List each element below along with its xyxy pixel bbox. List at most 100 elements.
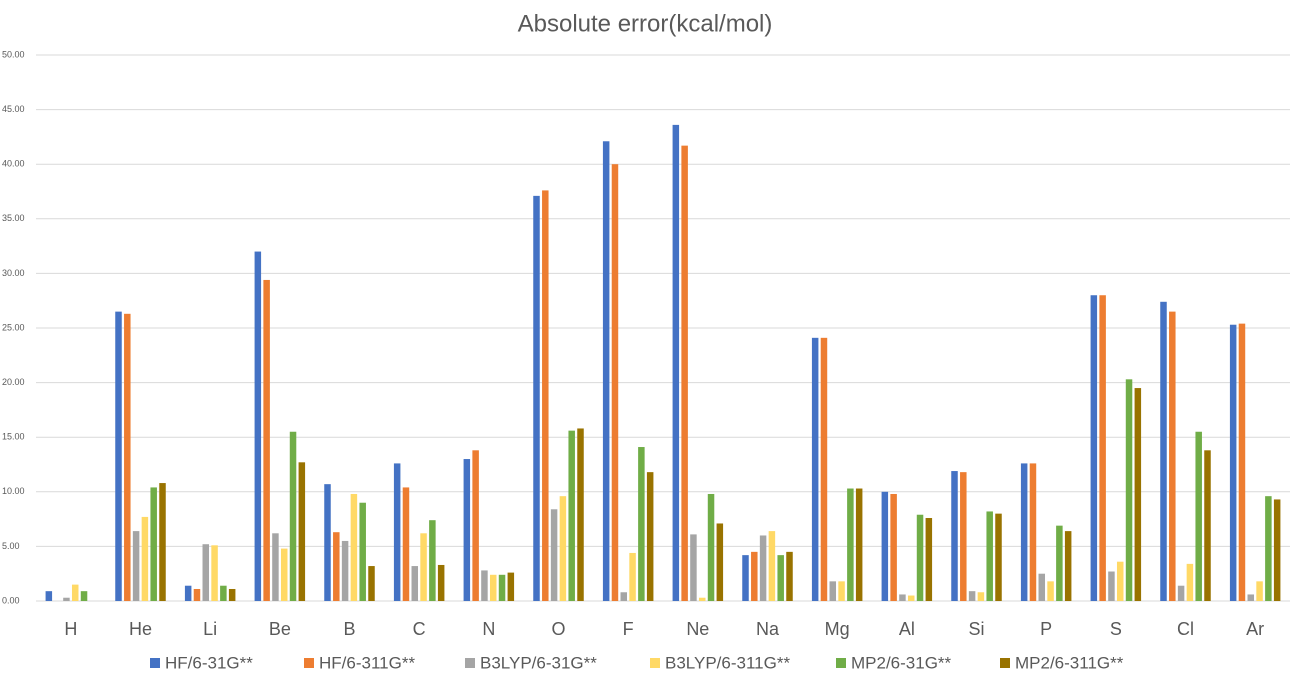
bar [533, 195, 540, 602]
x-tick-label: P [1040, 619, 1052, 639]
bar [420, 533, 427, 601]
bar [1029, 463, 1037, 601]
y-tick-label: 30.00 [2, 268, 25, 278]
y-tick-label: 45.00 [2, 104, 25, 114]
x-tick-label: Si [968, 619, 984, 639]
legend-label: MP2/6-31G** [851, 653, 952, 672]
bar [368, 566, 375, 601]
bar [768, 531, 776, 601]
y-tick-label: 0.00 [2, 595, 20, 605]
y-tick-label: 15.00 [2, 432, 25, 442]
legend-swatch [836, 658, 846, 668]
bar [184, 585, 192, 601]
legend-swatch [650, 658, 660, 668]
bar [1160, 301, 1167, 601]
bar [263, 279, 270, 601]
bar [1229, 324, 1237, 601]
x-tick-label: Al [899, 619, 915, 639]
bar [289, 431, 297, 601]
x-tick-label: S [1110, 619, 1122, 639]
bar [838, 581, 845, 601]
bar [1108, 571, 1115, 601]
bar [977, 592, 985, 601]
bar [1038, 573, 1046, 601]
bar [324, 484, 331, 601]
bar [341, 540, 349, 601]
bar [820, 337, 828, 601]
bar [855, 488, 863, 601]
bar [690, 534, 697, 601]
bar [272, 533, 279, 601]
bar [429, 520, 436, 601]
bar [1186, 563, 1194, 601]
bar [280, 548, 288, 601]
bar [220, 585, 227, 601]
bar [602, 141, 610, 601]
bar [925, 518, 933, 601]
bar [45, 591, 53, 601]
bar [995, 513, 1002, 601]
bar [542, 190, 549, 601]
bar [1047, 581, 1054, 601]
bar [359, 502, 366, 601]
bar [350, 493, 358, 601]
bar [1265, 496, 1272, 601]
x-tick-label: H [64, 619, 77, 639]
bar [1195, 431, 1202, 601]
bar [951, 471, 958, 601]
bar [211, 545, 218, 601]
bar [568, 430, 575, 601]
bar [916, 514, 924, 601]
bar [550, 509, 558, 601]
bar [646, 472, 654, 601]
x-tick-label: Be [269, 619, 291, 639]
x-tick-label: Mg [825, 619, 850, 639]
bar [1020, 463, 1028, 601]
bar [1134, 388, 1142, 601]
bar [1116, 561, 1124, 601]
bar [1238, 323, 1246, 601]
y-tick-label: 5.00 [2, 541, 20, 551]
bar [811, 337, 819, 601]
x-tick-label: N [482, 619, 495, 639]
bar [507, 572, 515, 601]
bar [333, 532, 340, 601]
legend-label: B3LYP/6-31G** [480, 653, 597, 672]
bar [1177, 585, 1185, 601]
bar [698, 597, 706, 601]
bar [115, 311, 122, 601]
bar [193, 588, 201, 601]
y-tick-label: 10.00 [2, 486, 25, 496]
bar [1247, 594, 1255, 601]
legend-swatch [304, 658, 314, 668]
bar [847, 488, 854, 601]
bar [159, 483, 166, 601]
bar [463, 459, 471, 601]
bar [498, 574, 506, 601]
legend-swatch [150, 658, 160, 668]
bar [629, 552, 636, 601]
x-tick-label: Cl [1177, 619, 1194, 639]
bar [907, 595, 915, 601]
bar [298, 462, 306, 601]
bar [1090, 295, 1098, 601]
x-tick-label: Na [756, 619, 780, 639]
legend-swatch [1000, 658, 1010, 668]
bar [786, 551, 793, 601]
bar [228, 588, 236, 601]
x-tick-label: Ne [686, 619, 709, 639]
bar [707, 493, 715, 601]
bar [411, 566, 419, 601]
bar [986, 511, 993, 601]
bar [899, 594, 906, 601]
legend-label: B3LYP/6-311G** [665, 653, 790, 672]
bar [71, 584, 79, 601]
x-tick-label: O [551, 619, 565, 639]
bar [968, 591, 976, 601]
x-tick-label: C [413, 619, 426, 639]
x-tick-label: F [623, 619, 634, 639]
bar [716, 523, 724, 601]
bar [1273, 499, 1281, 601]
bar [202, 544, 210, 601]
